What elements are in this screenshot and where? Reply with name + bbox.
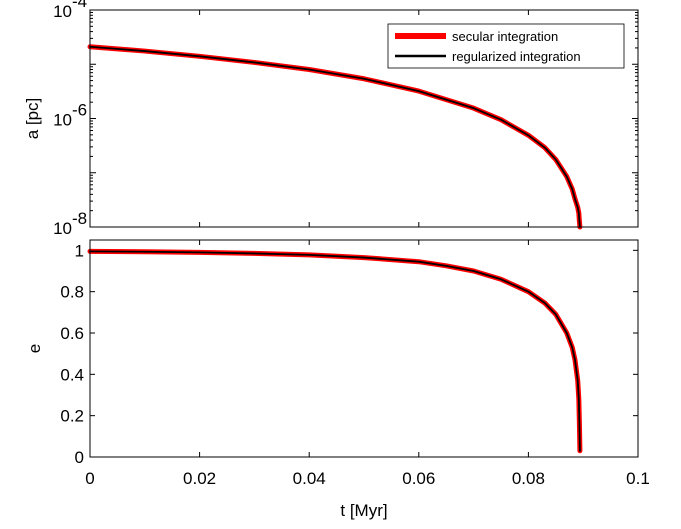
bottom-x-tick-labels: 0 0.02 0.04 0.06 0.08 0.1 <box>85 469 650 488</box>
legend-box <box>387 23 625 69</box>
bottom-panel: 0 0.2 0.4 0.6 0.8 1 0 0.02 0.04 0.06 0.08 0.1 e t … <box>25 239 650 520</box>
top-y-tick-label-exponent: -4 <box>72 0 87 11</box>
bottom-y-tick-label: 0 <box>75 448 84 467</box>
top-y-axis-label: a [pc] <box>23 98 42 140</box>
bottom-plot-area <box>90 240 638 457</box>
bottom-y-tick-label: 0.8 <box>60 283 84 302</box>
bottom-x-tick-label: 0.1 <box>626 469 650 488</box>
top-y-tick-labels: 10-810-610-4 <box>53 0 87 238</box>
bottom-x-tick-label: 0.08 <box>512 469 545 488</box>
bottom-series-line-regularized <box>89 250 581 452</box>
legend: secular integration regularized integrat… <box>387 23 625 69</box>
bottom-y-tick-label: 0.6 <box>60 324 84 343</box>
legend-label-regularized: regularized integration <box>452 49 581 64</box>
top-y-tick-label-exponent: -6 <box>72 101 87 120</box>
top-panel: 10-810-610-4 a [pc] secular integration … <box>23 0 639 238</box>
bottom-lines <box>87 248 583 454</box>
top-y-tick-label-base: 10 <box>53 2 72 21</box>
bottom-x-tick-label: 0 <box>85 469 94 488</box>
bottom-y-axis-label: e <box>25 344 44 353</box>
top-series-line-regularized <box>89 45 581 228</box>
bottom-y-tick-label: 1 <box>75 241 84 260</box>
bottom-axes-box <box>89 239 639 458</box>
bottom-y-tick-label: 0.2 <box>60 407 84 426</box>
top-y-tick-label-base: 10 <box>53 219 72 238</box>
legend-label-secular: secular integration <box>452 29 558 44</box>
bottom-x-tick-label: 0.02 <box>183 469 216 488</box>
bottom-x-tick-label: 0.04 <box>293 469 326 488</box>
bottom-x-axis-label: t [Myr] <box>340 501 387 520</box>
top-y-tick-label-exponent: -8 <box>72 209 87 228</box>
top-y-tick-label-base: 10 <box>53 111 72 130</box>
top-axes-box <box>89 9 639 228</box>
top-lines <box>87 44 583 230</box>
bottom-x-tick-label: 0.06 <box>402 469 435 488</box>
bottom-y-tick-labels: 0 0.2 0.4 0.6 0.8 1 <box>60 241 84 467</box>
bottom-y-tick-label: 0.4 <box>60 365 84 384</box>
